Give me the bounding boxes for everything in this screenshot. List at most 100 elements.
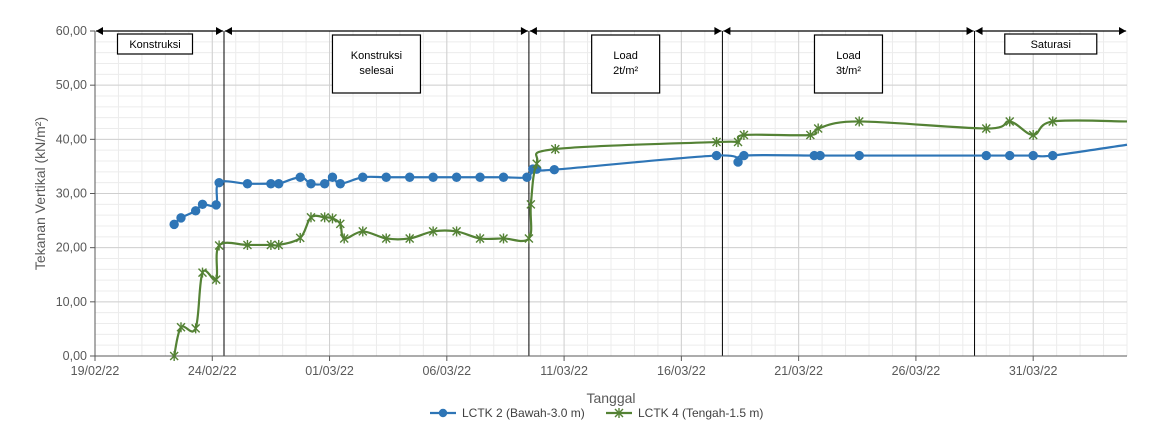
data-point-marker <box>498 172 509 182</box>
data-point-marker <box>1048 150 1058 161</box>
data-point-marker <box>1028 150 1038 161</box>
series-layer <box>169 116 1128 361</box>
data-point-marker <box>176 322 186 333</box>
data-point-marker <box>335 179 345 189</box>
phase-label-text: Konstruksi <box>129 39 180 51</box>
phase-arrowhead <box>1119 27 1126 35</box>
phase-label-box <box>116 33 194 55</box>
data-point-marker <box>526 199 536 210</box>
x-tick-label: 01/03/22 <box>305 364 354 378</box>
phase-label-text: Load <box>613 50 637 62</box>
data-point-marker <box>339 233 349 244</box>
data-point-marker <box>335 218 345 229</box>
data-point-marker <box>451 172 462 182</box>
y-tick-label: 10,00 <box>56 295 87 309</box>
data-point-marker <box>320 212 330 223</box>
data-point-marker <box>452 226 462 237</box>
data-point-marker <box>214 240 224 251</box>
data-point-marker <box>295 232 305 243</box>
data-point-marker <box>191 323 201 334</box>
x-tick-label: 06/03/22 <box>422 364 471 378</box>
data-point-marker <box>739 150 749 161</box>
phase-annotations: Konstruksi Konstruksi selesai Load2t/m²Load… <box>96 27 1126 356</box>
phase-label-box <box>1004 33 1098 55</box>
data-point-marker <box>522 172 532 182</box>
phase-annotation: Load 2t/m² <box>529 27 722 94</box>
x-tick-label: 26/03/22 <box>892 364 941 378</box>
series-lctk-2 <box>169 143 1128 230</box>
data-point-marker <box>169 219 179 230</box>
data-point-marker <box>499 233 508 244</box>
data-point-marker <box>381 233 391 244</box>
data-point-marker <box>242 239 252 250</box>
phase-label-text: 3t/m² <box>836 65 861 77</box>
data-point-marker <box>532 158 542 169</box>
phase-annotation: Saturasi <box>975 27 1126 55</box>
legend-swatch-marker <box>438 408 448 418</box>
data-point-marker <box>475 233 485 244</box>
phase-annotation: Load 3t/m² <box>723 27 974 94</box>
phase-arrowhead <box>529 27 537 35</box>
data-point-marker <box>712 137 722 148</box>
data-point-marker <box>981 150 991 161</box>
x-tick-label: 16/03/22 <box>657 364 706 378</box>
data-point-marker <box>266 179 276 189</box>
data-point-marker <box>242 179 253 189</box>
phase-arrowhead <box>723 27 731 35</box>
data-point-marker <box>404 172 415 182</box>
y-tick-label: 0,00 <box>63 349 87 363</box>
y-tick-label: 40,00 <box>56 132 87 146</box>
data-point-marker <box>319 179 330 189</box>
y-tick-label: 20,00 <box>56 241 87 255</box>
phase-arrowhead <box>216 27 223 35</box>
data-point-marker <box>198 267 207 278</box>
legend: LCTK 2 (Bawah-3.0 m) LCTK 4 (Tengah-1.5 m… <box>430 406 763 420</box>
phase-label-text: Konstruksi <box>351 50 402 62</box>
data-point-marker <box>169 351 179 361</box>
data-point-marker <box>813 123 823 134</box>
x-tick-label: 21/03/22 <box>774 364 823 378</box>
x-tick-label: 31/03/22 <box>1009 364 1058 378</box>
data-point-marker <box>358 172 368 182</box>
data-point-marker <box>295 172 305 182</box>
x-tick-label: 24/02/22 <box>188 364 237 378</box>
legend-label: LCTK 4 (Tengah-1.5 m) <box>638 406 763 420</box>
phase-arrowhead <box>714 27 722 35</box>
data-point-marker <box>550 144 560 155</box>
y-axis-title: Tekanan Vertikal (kN/m²) <box>32 117 48 270</box>
data-point-marker <box>428 226 438 237</box>
data-point-marker <box>733 157 743 167</box>
data-point-marker <box>1048 116 1058 127</box>
data-point-marker <box>358 226 368 237</box>
data-point-marker <box>854 150 864 161</box>
x-tick-label: 11/03/22 <box>540 364 588 378</box>
legend-label: LCTK 2 (Bawah-3.0 m) <box>462 406 585 420</box>
data-point-marker <box>475 172 485 182</box>
phase-arrowhead <box>975 27 983 35</box>
data-point-marker <box>711 150 722 161</box>
phase-arrowhead <box>520 27 528 35</box>
data-point-marker <box>306 212 316 223</box>
y-tick-label: 60,00 <box>56 24 87 38</box>
data-point-marker <box>266 239 276 250</box>
phase-label-text: selesai <box>359 65 393 77</box>
x-axis-title: Tanggal <box>586 390 635 406</box>
phase-arrowhead <box>225 27 232 35</box>
data-point-marker <box>614 408 624 418</box>
data-point-marker <box>1005 116 1015 127</box>
data-point-marker <box>805 130 815 140</box>
data-point-marker <box>815 150 825 161</box>
data-point-marker <box>274 179 284 189</box>
data-point-marker <box>211 200 221 210</box>
series-line <box>173 119 1128 357</box>
data-point-marker <box>428 172 438 182</box>
phase-arrowhead <box>966 27 974 35</box>
data-point-marker <box>381 172 391 182</box>
series-lctk-4 <box>169 116 1128 361</box>
data-point-marker <box>1005 150 1015 161</box>
axes: 0,00 10,00 20,00 30,00 40,00 50,00 60,00 19/02/… <box>32 24 1127 406</box>
data-point-marker <box>306 179 316 189</box>
data-point-marker <box>405 233 415 244</box>
y-tick-label: 50,00 <box>56 78 87 92</box>
